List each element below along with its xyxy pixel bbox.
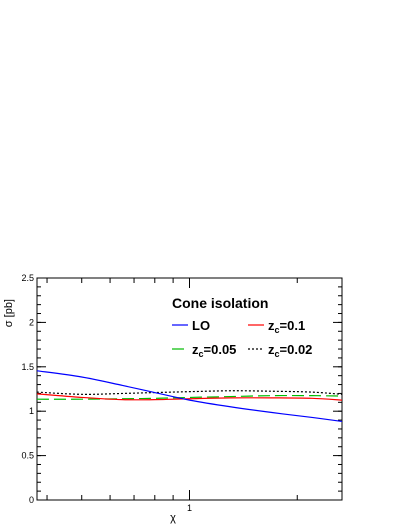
axis-ticks: 0 0.5 1 1.5 2 2.5 1 bbox=[21, 273, 342, 513]
y-tick-label: 1 bbox=[29, 406, 34, 416]
x-tick-label: 1 bbox=[187, 503, 192, 513]
series-group bbox=[36, 370, 343, 423]
series-line-z-c-0-05 bbox=[36, 394, 343, 400]
y-tick-label: 0 bbox=[29, 495, 34, 505]
legend-title: Cone isolation bbox=[172, 295, 268, 311]
legend-entry: LO bbox=[192, 318, 210, 333]
y-tick-label: 2 bbox=[29, 317, 34, 327]
legend-entry: zc=0.1 bbox=[268, 318, 305, 335]
y-tick-label: 2.5 bbox=[21, 273, 34, 283]
y-tick-label: 1.5 bbox=[21, 362, 34, 372]
x-axis-title: χ bbox=[170, 512, 176, 524]
y-axis-title: σ [pb] bbox=[3, 299, 15, 327]
legend-entry: zc=0.05 bbox=[192, 342, 236, 359]
series-line-lo bbox=[36, 370, 343, 423]
y-tick-label: 0.5 bbox=[21, 451, 34, 461]
legend: LO zc=0.1 zc=0.05 zc=0.02 bbox=[172, 318, 312, 359]
plot-frame bbox=[36, 277, 343, 501]
legend-entry: zc=0.02 bbox=[268, 342, 312, 359]
series-line-z-c-0-02 bbox=[36, 390, 343, 395]
series-line-z-c-0-1 bbox=[36, 393, 343, 401]
